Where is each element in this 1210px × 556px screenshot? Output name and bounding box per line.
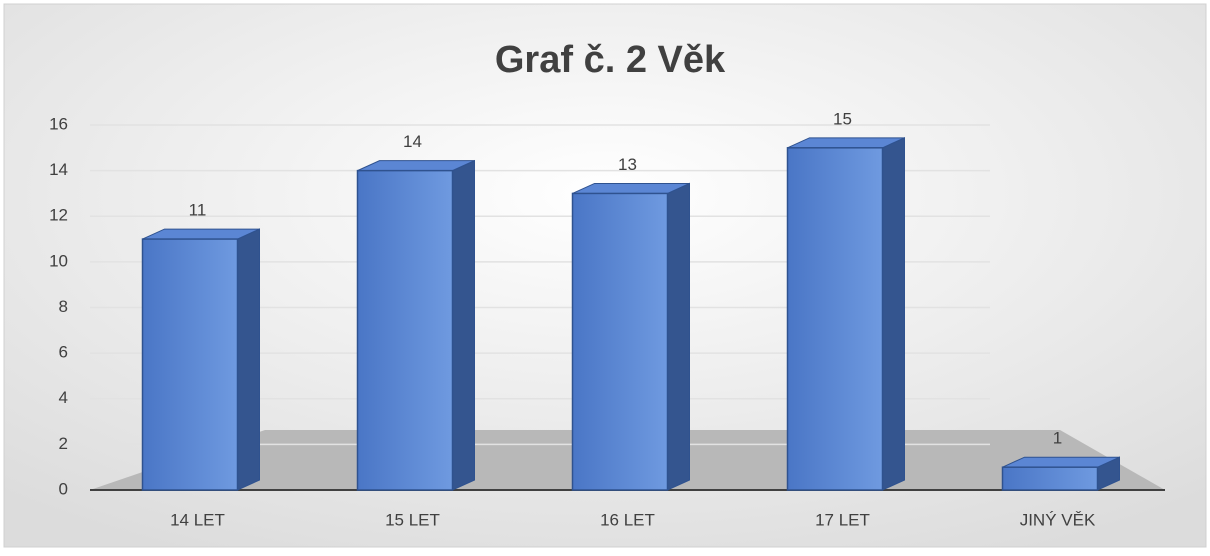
bar-top — [1002, 456, 1120, 468]
bar — [786, 147, 884, 491]
y-tick-label: 12 — [49, 206, 68, 225]
y-tick-label: 6 — [59, 343, 68, 362]
bar-top — [572, 182, 690, 194]
bar — [141, 238, 239, 491]
y-tick-label: 14 — [49, 160, 68, 179]
y-tick-label: 4 — [59, 388, 68, 407]
x-tick-label: 15 LET — [385, 510, 440, 529]
bar-top — [357, 160, 475, 172]
x-tick-label: 14 LET — [170, 510, 225, 529]
x-tick-label: 16 LET — [600, 510, 655, 529]
data-label: 14 — [403, 132, 422, 151]
bar — [1001, 466, 1099, 491]
y-tick-label: 10 — [49, 251, 68, 270]
data-label: 1 — [1053, 429, 1062, 448]
bar-side — [452, 159, 475, 491]
y-tick-label: 2 — [59, 434, 68, 453]
bar-side — [882, 137, 905, 491]
x-tick-label: JINÝ VĚK — [1020, 510, 1096, 529]
y-tick-label: 16 — [49, 114, 68, 133]
bar-side — [667, 182, 690, 491]
bar-top — [142, 228, 260, 240]
data-label: 15 — [833, 109, 852, 128]
chart-title: Graf č. 2 Věk — [495, 39, 726, 81]
x-tick-label: 17 LET — [815, 510, 870, 529]
bar — [356, 169, 454, 491]
y-tick-label: 8 — [59, 297, 68, 316]
data-label: 11 — [189, 201, 207, 220]
bar-side — [237, 228, 260, 491]
y-tick-label: 0 — [59, 479, 68, 498]
bar-top — [787, 137, 905, 149]
bar — [571, 192, 669, 491]
data-label: 13 — [618, 155, 637, 174]
